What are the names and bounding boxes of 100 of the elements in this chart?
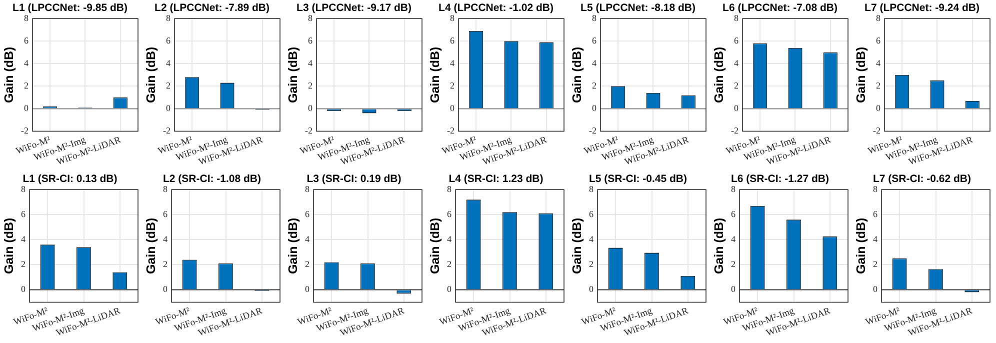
y-tick-label: 8: [873, 184, 878, 194]
y-tick-label: -2: [162, 126, 170, 136]
y-tick-label: 4: [731, 234, 736, 244]
y-tick-label: -2: [304, 126, 312, 136]
chart-title: L7 (LPCCNet: -9.24 dB): [864, 2, 980, 14]
y-axis-title: Gain (dB): [144, 218, 158, 274]
y-axis-title: Gain (dB): [854, 46, 868, 104]
y-axis-title: Gain (dB): [428, 218, 442, 274]
chart-title: L6 (SR-CI: -1.27 dB): [730, 173, 830, 186]
y-tick-label: 6: [166, 35, 171, 46]
chart-title: L1 (LPCCNet: -9.85 dB): [12, 2, 128, 14]
y-tick-label: 6: [24, 35, 29, 46]
chart-title: L6 (LPCCNet: -7.08 dB): [722, 2, 838, 14]
y-tick-label: 6: [163, 208, 168, 219]
y-axis-title: Gain (dB): [286, 218, 300, 274]
y-axis-title: Gain (dB): [570, 46, 584, 104]
y-tick-label: 6: [308, 35, 313, 46]
y-axis-title: Gain (dB): [854, 218, 868, 274]
y-tick-label: 8: [166, 12, 171, 23]
chart-title: L3 (SR-CI: 0.19 dB): [306, 173, 402, 186]
y-tick-label: 8: [734, 12, 739, 23]
chart-title: L4 (LPCCNet: -1.02 dB): [438, 2, 554, 14]
y-axis-title: Gain (dB): [144, 46, 158, 104]
y-axis-title: Gain (dB): [712, 218, 726, 274]
y-tick-label: 0: [592, 103, 597, 114]
y-tick-label: 4: [876, 58, 881, 68]
y-axis-title: Gain (dB): [286, 46, 300, 104]
y-tick-label: 6: [450, 35, 455, 46]
y-tick-label: 6: [21, 208, 26, 219]
y-tick-label: 4: [166, 58, 171, 68]
y-tick-label: 2: [589, 259, 594, 270]
y-axis-title: Gain (dB): [428, 46, 442, 104]
y-tick-label: 2: [592, 80, 596, 91]
y-tick-label: 2: [450, 80, 454, 91]
y-tick-label: 6: [592, 35, 597, 46]
y-tick-label: 8: [163, 184, 168, 194]
y-tick-label: 8: [305, 184, 310, 194]
chart-title: L5 (LPCCNet: -8.18 dB): [580, 2, 696, 14]
y-tick-label: 2: [308, 80, 312, 91]
y-tick-label: 8: [24, 12, 29, 23]
y-tick-label: 8: [308, 12, 313, 23]
y-tick-label: 0: [305, 284, 310, 294]
y-tick-label: 6: [734, 35, 739, 46]
y-tick-label: 4: [305, 234, 310, 244]
y-tick-label: 6: [731, 208, 736, 219]
y-tick-label: 0: [873, 284, 878, 294]
y-tick-label: 4: [308, 58, 313, 68]
y-tick-label: -2: [730, 126, 738, 136]
y-tick-label: 8: [589, 184, 594, 194]
y-tick-label: 8: [21, 184, 26, 194]
y-tick-label: 6: [447, 208, 452, 219]
y-tick-label: 2: [447, 259, 452, 270]
y-tick-label: 0: [731, 284, 736, 294]
y-tick-label: 2: [876, 80, 880, 91]
y-tick-label: 0: [876, 103, 881, 114]
y-tick-label: -2: [872, 126, 880, 136]
y-tick-label: 4: [21, 234, 26, 244]
y-tick-label: 4: [163, 234, 168, 244]
y-tick-label: 8: [592, 12, 597, 23]
y-tick-label: 0: [21, 284, 26, 294]
y-tick-label: 0: [450, 103, 455, 114]
y-tick-label: 2: [163, 259, 168, 270]
y-axis-title: Gain (dB): [2, 46, 16, 104]
chart-title: L7 (SR-CI: -0.62 dB): [872, 173, 972, 186]
y-tick-label: 6: [305, 208, 310, 219]
y-tick-label: -2: [20, 126, 28, 136]
y-axis-title: Gain (dB): [712, 46, 726, 104]
chart-title: L2 (LPCCNet: -7.89 dB): [154, 2, 270, 14]
chart-title: L4 (SR-CI: 1.23 dB): [448, 173, 544, 186]
y-axis-title: Gain (dB): [2, 218, 16, 274]
y-tick-label: 8: [731, 184, 736, 194]
y-tick-label: 6: [873, 208, 878, 219]
y-tick-label: -2: [588, 126, 596, 136]
y-tick-label: 4: [450, 58, 455, 68]
chart-title: L5 (SR-CI: -0.45 dB): [588, 173, 688, 186]
y-tick-label: 0: [447, 284, 452, 294]
y-tick-label: 2: [305, 259, 310, 270]
y-tick-label: 0: [589, 284, 594, 294]
y-tick-label: 2: [166, 80, 170, 91]
y-tick-label: 0: [163, 284, 168, 294]
y-tick-label: 8: [876, 12, 881, 23]
chart-title: L2 (SR-CI: -1.08 dB): [162, 173, 262, 186]
y-tick-label: 2: [21, 259, 26, 270]
y-tick-label: 2: [873, 259, 878, 270]
y-tick-label: 6: [589, 208, 594, 219]
y-tick-label: 4: [447, 234, 452, 244]
y-tick-label: 0: [734, 103, 739, 114]
y-tick-label: 4: [24, 58, 29, 68]
y-tick-label: 2: [734, 80, 738, 91]
y-tick-label: -2: [446, 126, 454, 136]
y-tick-label: 0: [24, 103, 29, 114]
chart-title: L3 (LPCCNet: -9.17 dB): [296, 2, 412, 14]
y-tick-label: 4: [734, 58, 739, 68]
y-tick-label: 4: [589, 234, 594, 244]
y-tick-label: 2: [24, 80, 28, 91]
y-tick-label: 4: [592, 58, 597, 68]
y-tick-label: 2: [731, 259, 736, 270]
y-tick-label: 0: [308, 103, 313, 114]
y-axis-title: Gain (dB): [570, 218, 584, 274]
y-tick-label: 0: [166, 103, 171, 114]
